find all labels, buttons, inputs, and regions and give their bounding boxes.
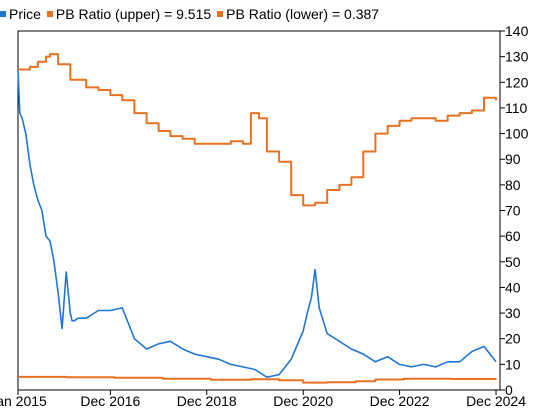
y-tick-label: 10: [505, 356, 521, 372]
x-tick-label: Dec 2018: [177, 393, 237, 409]
legend-item-price: Price: [0, 6, 41, 22]
x-tick-label: Dec 2016: [80, 393, 140, 409]
y-tick-label: 20: [505, 331, 521, 347]
series-layer: [17, 53, 497, 384]
y-tick-label: 60: [505, 228, 521, 244]
x-axis-ticks: Jan 2015 Dec 2016 Dec 2018 Dec 2020 Dec 2022…: [0, 390, 526, 409]
x-tick-label: Dec 2024: [466, 393, 526, 409]
y-tick-label: 130: [505, 49, 529, 65]
x-tick-label: Dec 2020: [273, 393, 333, 409]
pb-lower-line: [18, 375, 497, 384]
legend-label-lower: PB Ratio (lower) = 0.387: [226, 6, 380, 22]
price-line: [17, 69, 497, 378]
legend-item-upper: PB Ratio (upper) = 9.515: [46, 6, 212, 22]
x-tick-label: Jan 2015: [0, 393, 47, 409]
plot-frame: [17, 30, 501, 391]
legend-label-price: Price: [9, 6, 41, 22]
y-tick-label: 80: [505, 177, 521, 193]
y-tick-label: 30: [505, 305, 521, 321]
y-tick-label: 110: [505, 100, 528, 116]
y-tick-label: 0: [505, 382, 513, 398]
legend-swatch-upper: [46, 11, 53, 17]
legend-swatch-price: [0, 11, 6, 17]
y-tick-label: 40: [505, 279, 521, 295]
pb-upper-line: [18, 53, 497, 207]
legend-label-upper: PB Ratio (upper) = 9.515: [55, 6, 212, 22]
y-tick-label: 140: [505, 23, 529, 39]
legend-swatch-lower: [217, 11, 224, 17]
y-axis-ticks: 0 10 20 30 40 50 60 70 80 90 100 110 120 130 140: [500, 23, 529, 398]
y-tick-label: 90: [505, 151, 521, 167]
y-tick-label: 70: [505, 203, 521, 219]
legend-item-lower: PB Ratio (lower) = 0.387: [217, 6, 379, 22]
x-tick-label: Dec 2022: [370, 393, 430, 409]
y-tick-label: 100: [505, 126, 529, 142]
legend: Price PB Ratio (upper) = 9.515 PB Ratio …: [0, 4, 385, 24]
y-tick-label: 120: [505, 74, 529, 90]
y-tick-label: 50: [505, 254, 521, 270]
